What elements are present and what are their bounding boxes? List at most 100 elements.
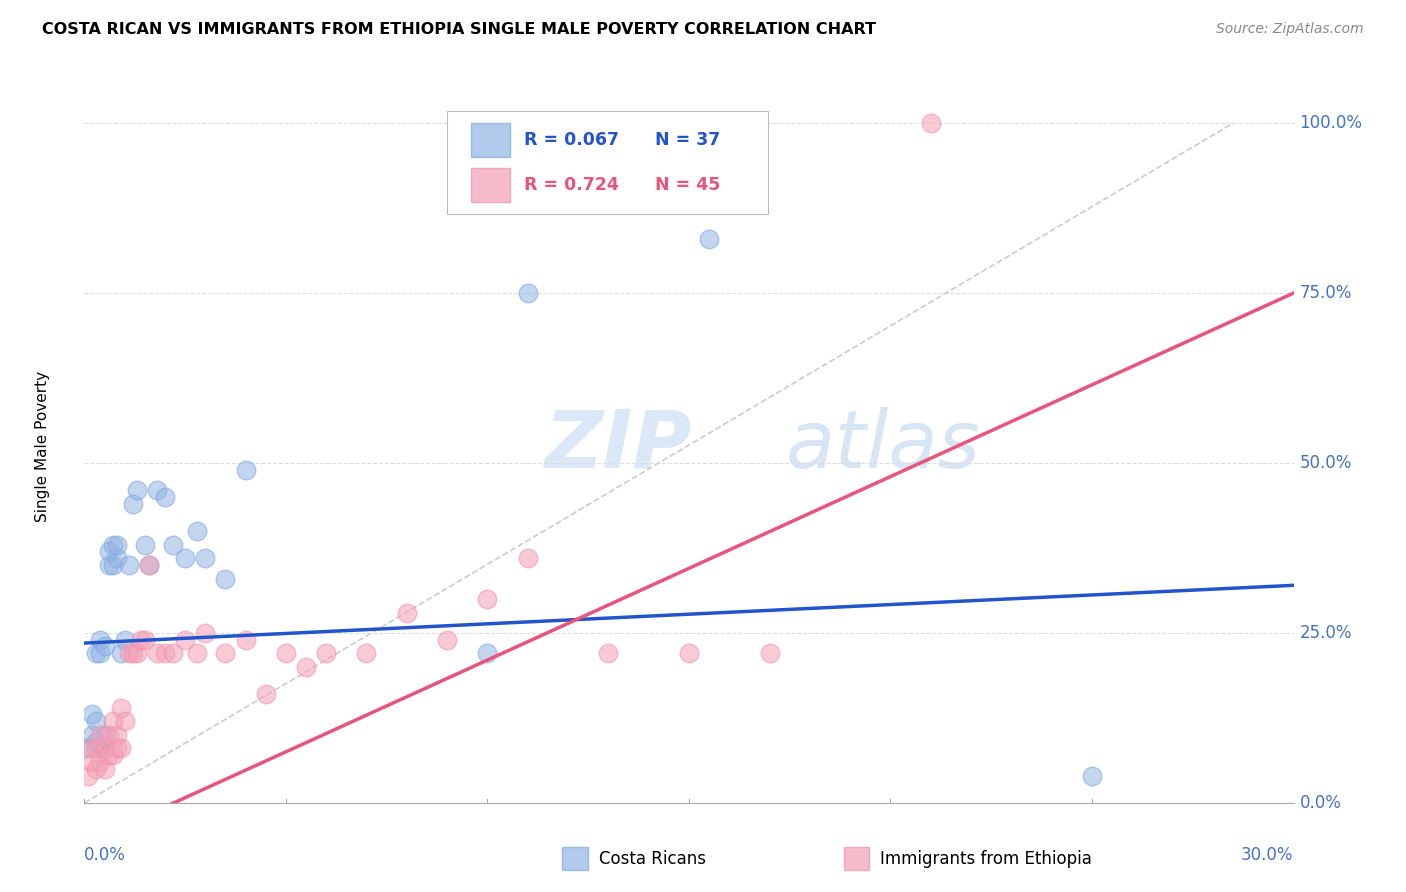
Point — [516, 286, 538, 301]
Point — [97, 544, 120, 558]
Point — [101, 714, 124, 729]
Point — [214, 572, 236, 586]
Point — [89, 741, 111, 756]
Point — [97, 748, 120, 763]
Point — [436, 632, 458, 647]
Text: 100.0%: 100.0% — [1299, 114, 1362, 132]
Point — [598, 646, 620, 660]
Point — [101, 748, 124, 763]
Point — [86, 646, 108, 660]
Point — [477, 646, 499, 660]
Point — [395, 606, 418, 620]
Point — [93, 728, 115, 742]
Point — [162, 646, 184, 660]
Point — [93, 640, 115, 654]
Point — [254, 687, 277, 701]
Point — [920, 116, 942, 130]
Point — [114, 632, 136, 647]
Text: atlas: atlas — [786, 407, 980, 485]
Point — [174, 551, 197, 566]
Point — [138, 558, 160, 572]
Point — [93, 741, 115, 756]
Point — [134, 537, 156, 551]
Text: 50.0%: 50.0% — [1299, 454, 1353, 472]
Point — [86, 762, 108, 776]
Point — [125, 646, 148, 660]
Point — [295, 660, 318, 674]
Point — [97, 558, 120, 572]
Point — [101, 537, 124, 551]
Text: Immigrants from Ethiopia: Immigrants from Ethiopia — [880, 849, 1092, 868]
Point — [356, 646, 378, 660]
Text: 30.0%: 30.0% — [1241, 846, 1294, 863]
Text: 0.0%: 0.0% — [1299, 794, 1341, 812]
Point — [97, 728, 120, 742]
Point — [235, 463, 257, 477]
Point — [153, 490, 176, 504]
Point — [186, 646, 208, 660]
Text: R = 0.067: R = 0.067 — [524, 131, 620, 149]
Text: N = 45: N = 45 — [655, 176, 720, 194]
Point — [114, 714, 136, 729]
Point — [118, 558, 141, 572]
Point — [121, 646, 143, 660]
Point — [153, 646, 176, 660]
Point — [214, 646, 236, 660]
Point — [146, 483, 169, 498]
Point — [138, 558, 160, 572]
Point — [105, 728, 128, 742]
Point — [1081, 769, 1104, 783]
Point — [105, 551, 128, 566]
Point — [134, 632, 156, 647]
Point — [697, 232, 720, 246]
Point — [121, 497, 143, 511]
Point — [235, 632, 257, 647]
Text: 25.0%: 25.0% — [1299, 624, 1353, 642]
Bar — [471, 123, 510, 157]
Point — [89, 632, 111, 647]
Point — [82, 707, 104, 722]
Bar — [471, 168, 510, 202]
Text: R = 0.724: R = 0.724 — [524, 176, 620, 194]
Point — [82, 728, 104, 742]
Point — [516, 551, 538, 566]
Text: COSTA RICAN VS IMMIGRANTS FROM ETHIOPIA SINGLE MALE POVERTY CORRELATION CHART: COSTA RICAN VS IMMIGRANTS FROM ETHIOPIA … — [42, 22, 876, 37]
Point — [86, 741, 108, 756]
FancyBboxPatch shape — [447, 111, 768, 214]
Point — [105, 537, 128, 551]
Point — [118, 646, 141, 660]
Point — [82, 755, 104, 769]
Text: Single Male Poverty: Single Male Poverty — [35, 370, 49, 522]
Point — [89, 755, 111, 769]
Point — [129, 632, 152, 647]
Point — [186, 524, 208, 538]
Point — [146, 646, 169, 660]
Point — [194, 626, 217, 640]
Text: Costa Ricans: Costa Ricans — [599, 849, 706, 868]
Point — [315, 646, 337, 660]
Point — [110, 741, 132, 756]
Point — [274, 646, 297, 660]
Point — [86, 734, 108, 748]
Point — [174, 632, 197, 647]
Point — [678, 646, 700, 660]
Point — [105, 741, 128, 756]
Point — [93, 741, 115, 756]
Point — [758, 646, 780, 660]
Point — [89, 728, 111, 742]
Point — [101, 558, 124, 572]
Point — [125, 483, 148, 498]
Point — [110, 646, 132, 660]
Point — [77, 769, 100, 783]
Point — [89, 646, 111, 660]
Point — [110, 700, 132, 714]
Point — [477, 591, 499, 606]
Text: 0.0%: 0.0% — [84, 846, 127, 863]
Point — [194, 551, 217, 566]
Point — [162, 537, 184, 551]
Text: Source: ZipAtlas.com: Source: ZipAtlas.com — [1216, 22, 1364, 37]
Text: 75.0%: 75.0% — [1299, 284, 1353, 302]
Text: ZIP: ZIP — [544, 407, 692, 485]
Text: N = 37: N = 37 — [655, 131, 720, 149]
Point — [82, 741, 104, 756]
